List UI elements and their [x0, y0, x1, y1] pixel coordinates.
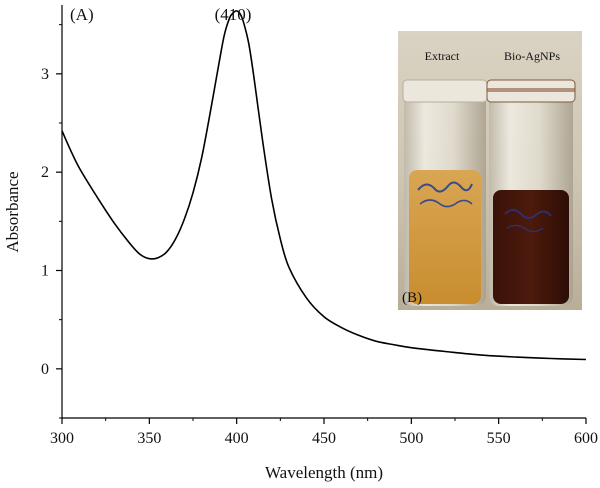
x-axis-title: Wavelength (nm) [265, 463, 383, 482]
x-tick-label: 600 [574, 430, 598, 447]
panel-a-label: (A) [70, 5, 94, 24]
x-tick-label: 350 [137, 430, 161, 447]
extract-vial [402, 79, 488, 306]
y-tick-label: 3 [41, 66, 49, 83]
panel-b-label: (B) [402, 290, 422, 306]
x-tick-label: 500 [399, 430, 423, 447]
peak-label: (410) [215, 5, 252, 24]
x-tick-label: 450 [312, 430, 336, 447]
y-tick-label: 1 [41, 263, 49, 280]
x-tick-label: 400 [225, 430, 249, 447]
photo-bio-agnps-label: Bio-AgNPs [504, 49, 560, 63]
y-ticks: 0 1 2 3 [41, 24, 62, 419]
y-tick-label: 2 [41, 164, 49, 181]
x-ticks: 300 350 400 450 500 550 600 [50, 418, 598, 447]
bio-agnps-vial [486, 79, 576, 306]
inset-photo: Extract Bio-AgNPs (B) [398, 31, 582, 310]
photo-extract-label: Extract [425, 49, 460, 63]
y-tick-label: 0 [41, 361, 49, 378]
x-tick-label: 300 [50, 430, 74, 447]
y-axis-title: Absorbance [3, 171, 22, 252]
absorbance-series-line [61, 10, 587, 361]
x-tick-label: 550 [487, 430, 511, 447]
